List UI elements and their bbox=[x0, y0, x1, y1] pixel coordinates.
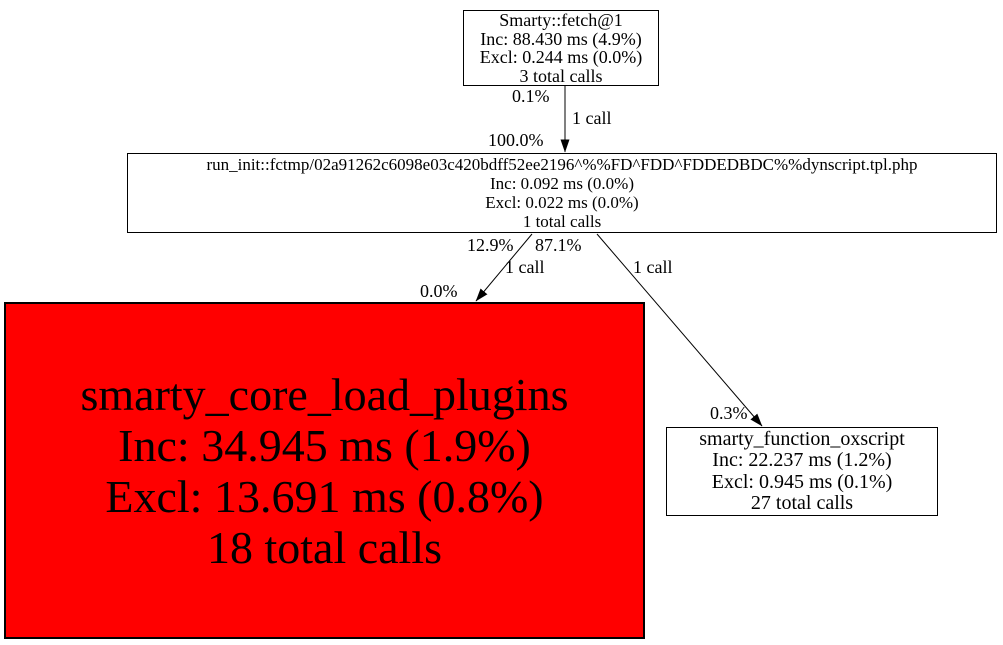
node-inclusive-time: Inc: 34.945 ms (1.9%) bbox=[118, 419, 531, 471]
node-total-calls: 27 total calls bbox=[750, 492, 854, 514]
edge-calls-label: 1 call bbox=[505, 257, 545, 277]
node-exclusive-time: Excl: 0.244 ms (0.0%) bbox=[479, 47, 643, 67]
edge-head-percent-label: 0.3% bbox=[710, 403, 748, 423]
node-title: smarty_core_load_plugins bbox=[80, 368, 569, 420]
node-total-calls: 3 total calls bbox=[519, 65, 603, 86]
node-inclusive-time: Inc: 88.430 ms (4.9%) bbox=[480, 28, 642, 49]
edge-calls-label: 1 call bbox=[633, 257, 673, 277]
node-inclusive-time: Inc: 22.237 ms (1.2%) bbox=[712, 449, 892, 471]
node-title: run_init::fctmp/02a91262c6098e03c420bdff… bbox=[206, 155, 918, 174]
edge-head-percent-label: 0.0% bbox=[420, 281, 458, 301]
node-exclusive-time: Excl: 13.691 ms (0.8%) bbox=[105, 470, 544, 522]
node-title: Smarty::fetch@1 bbox=[499, 10, 623, 30]
edge-tail-percent-label: 0.1% bbox=[512, 86, 550, 106]
edge-tail-percent-label: 12.9% bbox=[467, 235, 514, 255]
node-exclusive-time: Excl: 0.945 ms (0.1%) bbox=[711, 470, 893, 493]
node-run-init-template: run_init::fctmp/02a91262c6098e03c420bdff… bbox=[127, 153, 997, 233]
node-smarty-fetch: Smarty::fetch@1 Inc: 88.430 ms (4.9%) Ex… bbox=[463, 10, 659, 86]
node-smarty-core-load-plugins: smarty_core_load_plugins Inc: 34.945 ms … bbox=[4, 302, 645, 639]
node-smarty-function-oxscript: smarty_function_oxscript Inc: 22.237 ms … bbox=[666, 427, 938, 516]
node-total-calls: 18 total calls bbox=[206, 521, 443, 573]
edge-tail-percent-label: 87.1% bbox=[535, 235, 582, 255]
edge-calls-label: 1 call bbox=[572, 108, 612, 128]
edge-head-percent-label: 100.0% bbox=[488, 130, 544, 150]
node-title: smarty_function_oxscript bbox=[699, 427, 905, 450]
node-total-calls: 1 total calls bbox=[522, 212, 602, 231]
node-inclusive-time: Inc: 0.092 ms (0.0%) bbox=[489, 174, 634, 193]
node-exclusive-time: Excl: 0.022 ms (0.0%) bbox=[485, 193, 639, 212]
